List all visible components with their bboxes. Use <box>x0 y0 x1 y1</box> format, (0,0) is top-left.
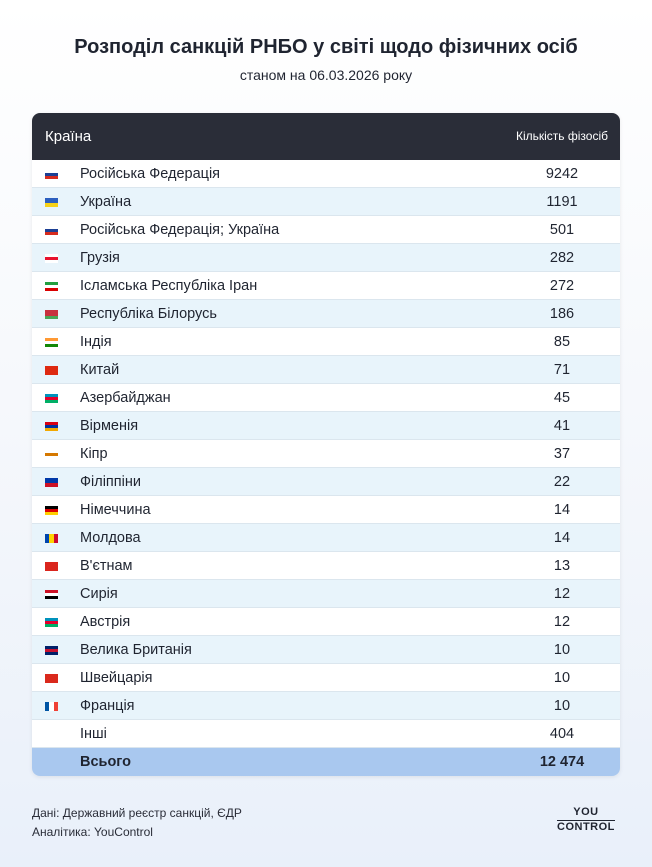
count-value: 12 <box>553 585 571 602</box>
sanctions-table: Країна Кількість фізосіб Російська Федер… <box>32 113 620 776</box>
country-name: Республіка Білорусь <box>80 305 217 322</box>
country-name: Швейцарія <box>80 669 153 686</box>
count-value: 10 <box>553 697 571 714</box>
page-title: Розподіл санкцій РНБО у світі щодо фізич… <box>74 36 578 58</box>
flag-icon <box>45 702 58 711</box>
count-value: 85 <box>553 333 571 350</box>
table-row: Російська Федерація 9242 <box>32 160 620 188</box>
count-value: 14 <box>553 529 571 546</box>
count-value: 37 <box>553 445 571 462</box>
table-row: Франція 10 <box>32 692 620 720</box>
country-name: Інші <box>80 725 107 742</box>
page-subtitle: станом на 06.03.2026 року <box>239 67 413 83</box>
country-name: Азербайджан <box>80 389 171 406</box>
table-body: Російська Федерація 9242 Україна 1191 Російс… <box>32 160 620 776</box>
count-value: 282 <box>549 249 575 266</box>
country-name: Сирія <box>80 585 118 602</box>
total-row: Всього 12 474 <box>32 748 620 776</box>
count-value: 13 <box>553 557 571 574</box>
table-header: Країна Кількість фізосіб <box>32 113 620 160</box>
country-name: Російська Федерація; Україна <box>80 221 280 238</box>
flag-icon <box>45 646 58 655</box>
flag-icon <box>45 618 58 627</box>
table-row: Швейцарія 10 <box>32 664 620 692</box>
country-name: Україна <box>80 193 132 210</box>
flag-icon <box>45 198 58 207</box>
country-name: Вірменія <box>80 417 139 434</box>
table-row: Грузія 282 <box>32 244 620 272</box>
flag-icon <box>45 366 58 375</box>
flag-icon <box>45 450 58 459</box>
country-name: Німеччина <box>80 501 151 518</box>
count-value: 14 <box>553 501 571 518</box>
table-row: Інші 404 <box>32 720 620 748</box>
count-value: 45 <box>553 389 571 406</box>
footer: Дані: Державний реєстр санкцій, ЄДР Анал… <box>32 804 242 842</box>
flag-icon <box>45 562 58 571</box>
flag-icon <box>45 674 58 683</box>
table-row: Сирія 12 <box>32 580 620 608</box>
total-label: Всього <box>80 754 132 770</box>
table-row: Російська Федерація; Україна 501 <box>32 216 620 244</box>
count-value: 12 <box>553 613 571 630</box>
country-name: Філіппіни <box>80 473 141 490</box>
column-header-country: Країна <box>45 128 92 145</box>
table-row: Ісламська Республіка Іран 272 <box>32 272 620 300</box>
country-name: Китай <box>80 361 120 378</box>
flag-icon <box>45 338 58 347</box>
flag-icon <box>45 422 58 431</box>
table-row: Німеччина 14 <box>32 496 620 524</box>
country-name: Кіпр <box>80 445 108 462</box>
table-row: Республіка Білорусь 186 <box>32 300 620 328</box>
table-row: Австрія 12 <box>32 608 620 636</box>
count-value: 1191 <box>546 193 578 210</box>
flag-icon <box>45 254 58 263</box>
analytics-note: Аналітика: YouControl <box>32 825 153 839</box>
flag-icon <box>45 170 58 179</box>
flag-icon <box>45 534 58 543</box>
table-row: Кіпр 37 <box>32 440 620 468</box>
count-value: 9242 <box>545 165 579 182</box>
count-value: 186 <box>549 305 575 322</box>
table-row: Велика Британія 10 <box>32 636 620 664</box>
country-name: Австрія <box>80 613 131 630</box>
flag-icon <box>45 226 58 235</box>
table-row: Азербайджан 45 <box>32 384 620 412</box>
flag-icon <box>45 478 58 487</box>
country-name: Франція <box>80 697 135 714</box>
flag-icon <box>45 394 58 403</box>
count-value: 501 <box>549 221 575 238</box>
flag-icon <box>45 282 58 291</box>
youcontrol-logo: YOU CONTROL <box>557 806 615 833</box>
count-value: 404 <box>549 725 575 742</box>
table-row: Філіппіни 22 <box>32 468 620 496</box>
source-note: Дані: Державний реєстр санкцій, ЄДР <box>32 806 242 820</box>
total-value: 12 474 <box>539 754 585 770</box>
count-value: 71 <box>553 361 571 378</box>
count-value: 41 <box>553 417 571 434</box>
flag-icon <box>45 590 58 599</box>
table-row: Україна 1191 <box>32 188 620 216</box>
count-value: 22 <box>553 473 571 490</box>
country-name: Грузія <box>80 249 120 266</box>
country-name: Індія <box>80 333 112 350</box>
table-row: Індія 85 <box>32 328 620 356</box>
country-name: Ісламська Республіка Іран <box>80 277 258 294</box>
country-name: В'єтнам <box>80 557 133 574</box>
count-value: 10 <box>553 669 571 686</box>
table-row: В'єтнам 13 <box>32 552 620 580</box>
table-row: Молдова 14 <box>32 524 620 552</box>
country-name: Молдова <box>80 529 141 546</box>
count-value: 272 <box>549 277 575 294</box>
country-name: Велика Британія <box>80 641 192 658</box>
count-value: 10 <box>553 641 571 658</box>
country-name: Російська Федерація <box>80 165 221 182</box>
table-row: Вірменія 41 <box>32 412 620 440</box>
flag-icon <box>45 310 58 319</box>
table-row: Китай 71 <box>32 356 620 384</box>
flag-icon <box>45 506 58 515</box>
column-header-count: Кількість фізосіб <box>515 129 609 143</box>
